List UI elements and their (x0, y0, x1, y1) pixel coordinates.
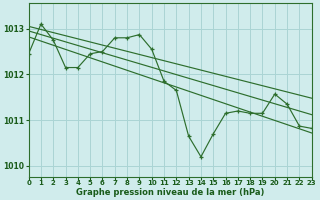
X-axis label: Graphe pression niveau de la mer (hPa): Graphe pression niveau de la mer (hPa) (76, 188, 264, 197)
